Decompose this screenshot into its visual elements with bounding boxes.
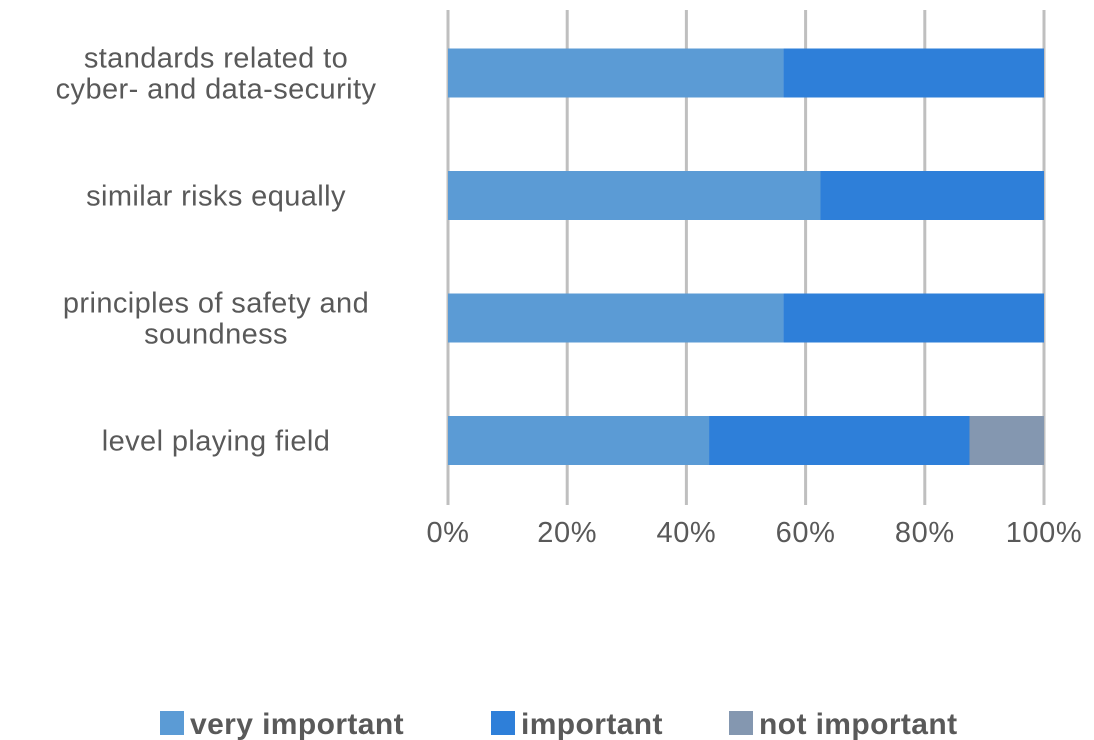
bar-segment — [448, 416, 710, 465]
legend-label: not important — [759, 708, 958, 740]
bar-segment — [969, 416, 1044, 465]
x-tick-label: 60% — [776, 517, 836, 549]
bar-segment — [783, 48, 1044, 98]
x-tick-label: 100% — [1006, 517, 1083, 549]
legend-swatch — [160, 711, 184, 735]
bar-segment — [448, 48, 784, 98]
category-label: principles of safety and soundness — [63, 288, 369, 351]
x-tick-label: 0% — [426, 517, 469, 549]
x-tick-label: 80% — [895, 517, 955, 549]
category-labels: standards related to cyber- and data-secu… — [56, 43, 377, 458]
category-label: level playing field — [102, 426, 330, 458]
bar-segment — [448, 293, 784, 343]
bar-segment — [820, 171, 1044, 220]
bar-segment — [783, 293, 1044, 343]
legend-swatch — [729, 711, 753, 735]
category-label: standards related to cyber- and data-secu… — [56, 43, 377, 106]
x-tick-labels: 0% 20% 40% 60% 80% 100% — [426, 517, 1083, 549]
legend-swatch — [491, 711, 515, 735]
x-tick-label: 40% — [656, 517, 716, 549]
bar-segment — [709, 416, 970, 465]
x-tick-label: 20% — [537, 517, 597, 549]
legend-label: very important — [190, 708, 404, 740]
bar-segment — [448, 171, 821, 220]
bars — [448, 48, 1044, 465]
legend-label: important — [521, 708, 663, 740]
category-label: similar risks equally — [86, 181, 346, 213]
legend: very important important not important — [160, 708, 958, 740]
